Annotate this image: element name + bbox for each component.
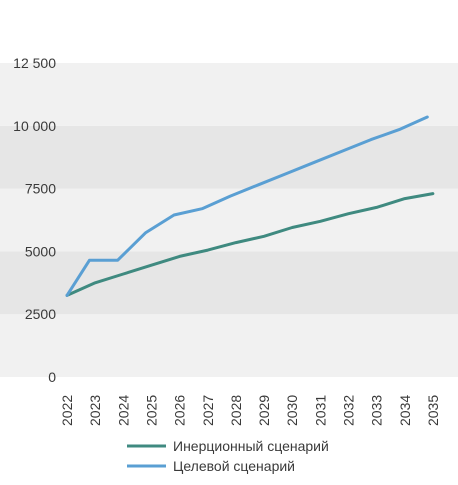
x-tick-label: 2034 [397,395,413,426]
y-tick-label: 2500 [25,306,56,322]
y-tick-label: 0 [48,369,56,385]
legend-label-target: Целевой сценарий [173,458,295,474]
y-axis-ticks: 0 2500 5000 7500 10 000 12 500 [13,55,56,385]
x-tick-label: 2026 [172,395,188,426]
x-tick-label: 2028 [228,395,244,426]
grid-bands [0,63,458,377]
x-tick-label: 2023 [87,395,103,426]
x-tick-label: 2024 [115,395,131,426]
series-lines [65,115,435,297]
x-tick-label: 2029 [256,395,272,426]
series-line-inertial [65,192,435,297]
legend-label-inertial: Инерционный сценарий [173,438,329,454]
series-line-target [65,115,429,297]
legend: Инерционный сценарий Целевой сценарий [127,438,329,474]
grid-band [0,63,458,126]
x-tick-label: 2033 [369,395,385,426]
grid-band [0,251,458,315]
grid-band [0,188,458,252]
x-tick-label: 2031 [312,395,328,426]
y-tick-label: 10 000 [13,118,56,134]
x-tick-label: 2035 [425,395,441,426]
grid-band [0,125,458,189]
y-tick-label: 7500 [25,181,56,197]
x-tick-label: 2025 [143,395,159,426]
x-tick-label: 2032 [341,395,357,426]
x-tick-label: 2022 [59,395,75,426]
x-tick-label: 2027 [200,395,216,426]
grid-band [0,314,458,377]
y-tick-label: 12 500 [13,55,56,71]
x-axis-ticks: 2022 2023 2024 2025 2026 2027 2028 2029 2030 2031… [59,395,441,426]
y-tick-label: 5000 [25,243,56,259]
x-tick-label: 2030 [284,395,300,426]
